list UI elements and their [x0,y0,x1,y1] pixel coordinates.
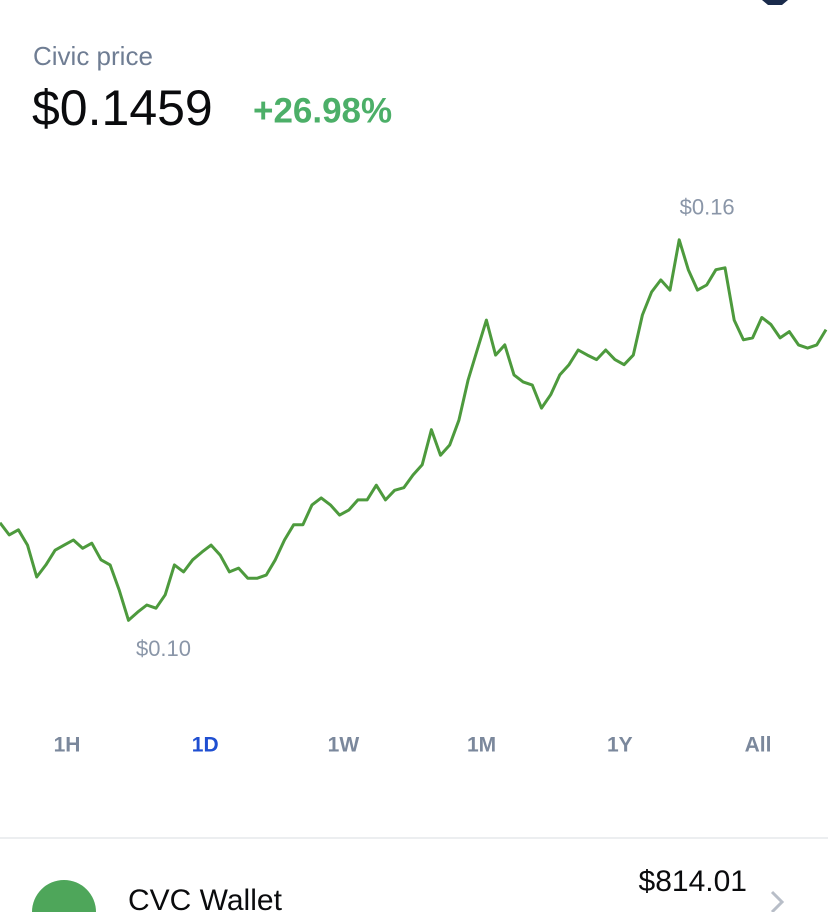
wallet-icon [32,880,96,912]
price-change: +26.98% [253,91,392,130]
wallet-balance: $814.01 [639,865,747,898]
range-tab[interactable]: All [745,734,772,757]
high-label: $0.16 [680,195,735,220]
range-tab[interactable]: 1H [54,734,81,757]
range-tab[interactable]: 1Y [607,734,633,757]
wallet-name[interactable]: CVC Wallet [128,884,283,912]
range-tab[interactable]: 1D [192,734,219,757]
price: $0.1459 [32,80,213,136]
asset-title: Civic price [33,41,153,71]
price-line [0,238,828,622]
range-tab[interactable]: 1M [467,734,496,757]
range-tab[interactable]: 1W [328,734,360,757]
chevron [770,890,785,912]
favorite-star[interactable] [762,0,788,5]
low-label: $0.10 [136,636,191,661]
